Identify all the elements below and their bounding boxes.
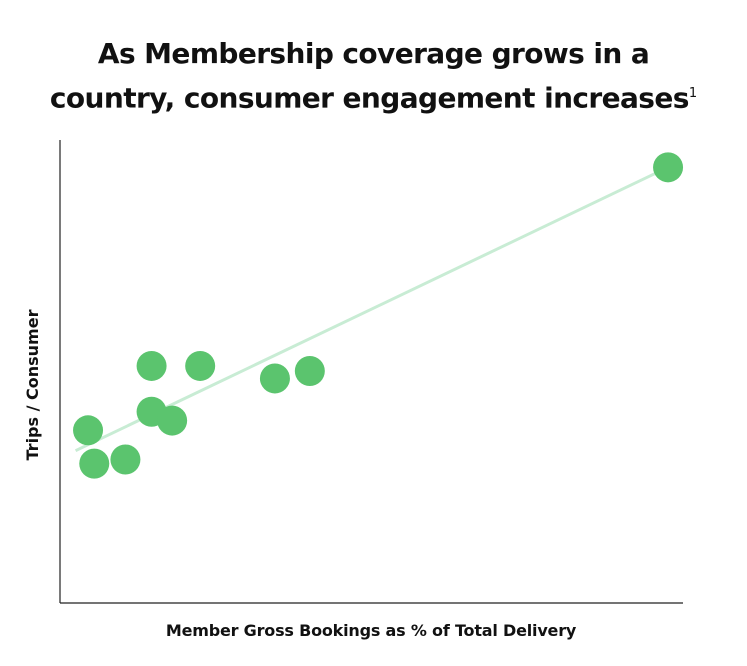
data-point bbox=[157, 405, 188, 436]
chart-title: As Membership coverage grows in a countr… bbox=[0, 34, 747, 118]
trendline bbox=[74, 165, 669, 453]
chart-title-line-1: As Membership coverage grows in a bbox=[97, 37, 650, 70]
data-point bbox=[79, 448, 110, 479]
x-axis-label: Member Gross Bookings as % of Total Deli… bbox=[165, 621, 577, 640]
data-point bbox=[294, 356, 325, 387]
data-point bbox=[110, 444, 141, 475]
data-point bbox=[259, 363, 290, 394]
data-point bbox=[653, 152, 684, 183]
chart-title-line-2-text: country, consumer engagement increases bbox=[49, 81, 690, 115]
chart-title-line-2: country, consumer engagement increases1 bbox=[0, 74, 747, 118]
data-point bbox=[136, 350, 167, 381]
data-point bbox=[185, 350, 216, 381]
footnote-marker: 1 bbox=[688, 86, 698, 101]
y-axis-label: Trips / Consumer bbox=[23, 309, 42, 460]
data-point bbox=[73, 415, 104, 446]
plot-area bbox=[73, 152, 684, 479]
